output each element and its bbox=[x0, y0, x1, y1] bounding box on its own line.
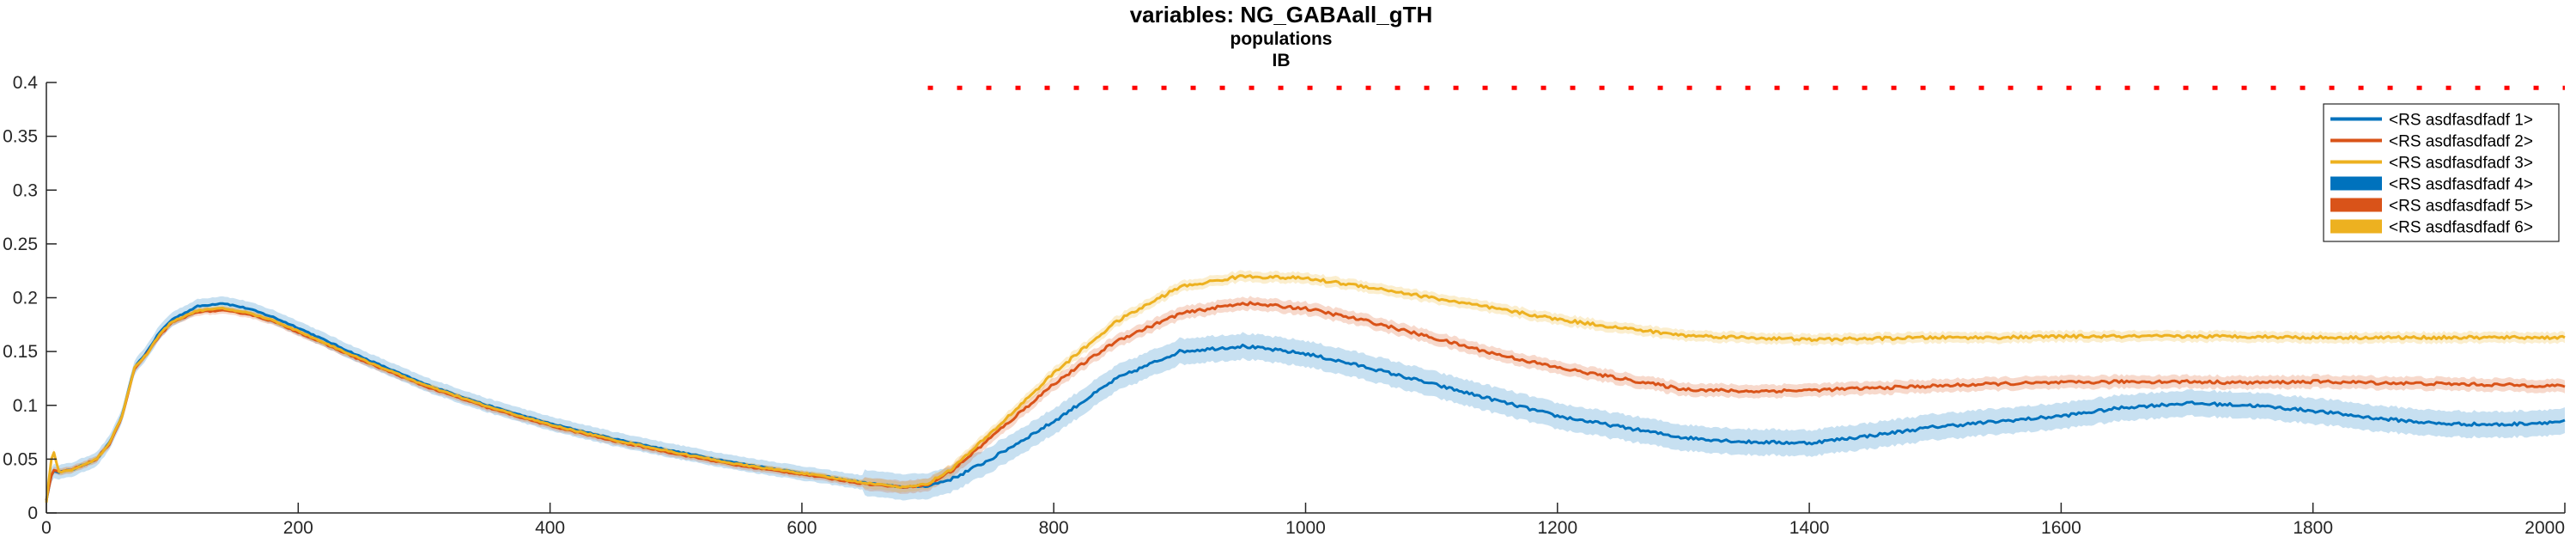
legend-box bbox=[2323, 103, 2560, 242]
series-3-line bbox=[45, 274, 2566, 503]
legend-swatch-patch bbox=[2330, 198, 2382, 212]
x-tick-label: 0 bbox=[41, 518, 52, 537]
title-block: variables: NG_GABAall_gTH populations IB bbox=[1130, 2, 1433, 70]
plot-area: 0 200 400 600 800 1000 1200 1400 1600 1800 2000 0 0.… bbox=[3, 73, 2566, 537]
legend-label: <RS asdfasdfadf 1> bbox=[2389, 112, 2533, 130]
y-tick-label: 0.25 bbox=[3, 235, 38, 254]
y-tick-label: 0 bbox=[27, 503, 38, 523]
chart-subtitle-ib: IB bbox=[1273, 51, 1291, 70]
y-tick-label: 0.4 bbox=[13, 73, 39, 93]
x-tick-label: 1000 bbox=[1285, 518, 1326, 537]
y-tick-label: 0.05 bbox=[3, 449, 38, 469]
legend-swatch-patch bbox=[2330, 176, 2382, 191]
x-tick-label: 2000 bbox=[2524, 518, 2565, 537]
legend-label: <RS asdfasdfadf 6> bbox=[2389, 219, 2533, 237]
y-tick-label: 0.15 bbox=[3, 342, 38, 362]
y-tick-label: 0.3 bbox=[13, 180, 38, 200]
x-tick-label: 200 bbox=[283, 518, 313, 537]
x-tick-label: 1200 bbox=[1537, 518, 1577, 537]
x-tick-label: 400 bbox=[535, 518, 565, 537]
x-tick-label: 1800 bbox=[2293, 518, 2333, 537]
x-tick-label: 800 bbox=[1039, 518, 1069, 537]
y-tick-label: 0.2 bbox=[13, 289, 38, 308]
chart-subtitle-populations: populations bbox=[1230, 29, 1333, 49]
legend-label: <RS asdfasdfadf 5> bbox=[2389, 198, 2533, 216]
legend-label: <RS asdfasdfadf 3> bbox=[2389, 155, 2533, 173]
legend-label: <RS asdfasdfadf 4> bbox=[2389, 176, 2533, 194]
y-tick-label: 0.35 bbox=[3, 127, 38, 147]
chart-title: variables: NG_GABAall_gTH bbox=[1130, 2, 1433, 27]
legend-label: <RS asdfasdfadf 2> bbox=[2389, 133, 2533, 151]
y-tick-label: 0.1 bbox=[13, 396, 38, 416]
legend: <RS asdfasdfadf 1> <RS asdfasdfadf 2> <RS … bbox=[2323, 103, 2560, 242]
legend-swatch-patch bbox=[2330, 219, 2382, 234]
x-tick-label: 600 bbox=[787, 518, 817, 537]
x-tick-label: 1400 bbox=[1789, 518, 1830, 537]
x-tick-label: 1600 bbox=[2041, 518, 2081, 537]
